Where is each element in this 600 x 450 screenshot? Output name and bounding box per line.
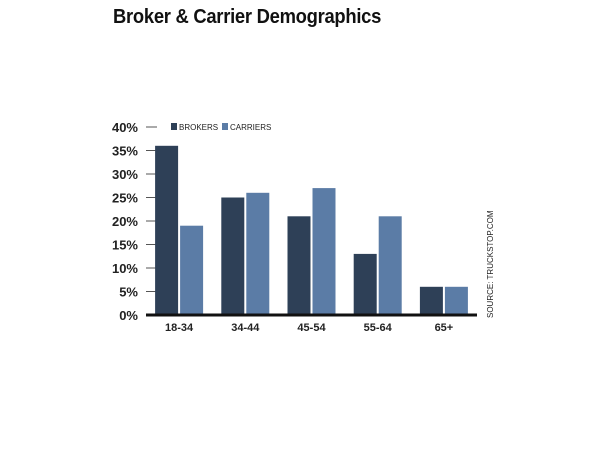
y-axis: 0% 5% 10% 15% 20% 25% 30% 35% 40% <box>112 120 157 323</box>
chart-title: Broker & Carrier Demographics <box>113 6 382 28</box>
y-tick-label: 35% <box>112 144 138 159</box>
x-tick-label: 45-54 <box>297 322 326 334</box>
bar-carriers-45-54 <box>312 188 336 315</box>
bar-carriers-34-44 <box>246 192 270 315</box>
y-tick-label: 5% <box>119 285 138 300</box>
legend-label-carriers: CARRIERS <box>230 123 271 132</box>
legend-swatch-carriers <box>222 123 228 130</box>
y-tick-label: 40% <box>112 120 138 135</box>
y-tick-label: 0% <box>119 308 138 323</box>
bar-carriers-65+ <box>444 286 468 315</box>
x-tick-label: 55-64 <box>364 322 393 334</box>
legend: BROKERS CARRIERS <box>171 123 271 132</box>
x-tick-label: 18-34 <box>165 322 194 334</box>
bar-brokers-55-64 <box>353 253 377 315</box>
bar-carriers-18-34 <box>180 225 204 315</box>
bar-brokers-18-34 <box>155 145 179 315</box>
legend-label-brokers: BROKERS <box>179 123 218 132</box>
y-tick-label: 30% <box>112 167 138 182</box>
y-tick-label: 20% <box>112 214 138 229</box>
bars <box>155 145 468 315</box>
bar-brokers-65+ <box>419 286 443 315</box>
source-note: SOURCE: TRUCKSTOP.COM <box>486 210 495 318</box>
bar-brokers-45-54 <box>287 216 311 315</box>
y-tick-label: 15% <box>112 238 138 253</box>
x-tick-label: 65+ <box>435 322 454 334</box>
x-tick-label: 34-44 <box>231 322 260 334</box>
bar-brokers-34-44 <box>221 197 245 315</box>
y-tick-label: 10% <box>112 261 138 276</box>
x-axis: 18-34 34-44 45-54 55-64 65+ <box>146 313 477 334</box>
bar-carriers-55-64 <box>378 216 402 315</box>
y-tick-label: 25% <box>112 191 138 206</box>
legend-swatch-brokers <box>171 123 177 130</box>
